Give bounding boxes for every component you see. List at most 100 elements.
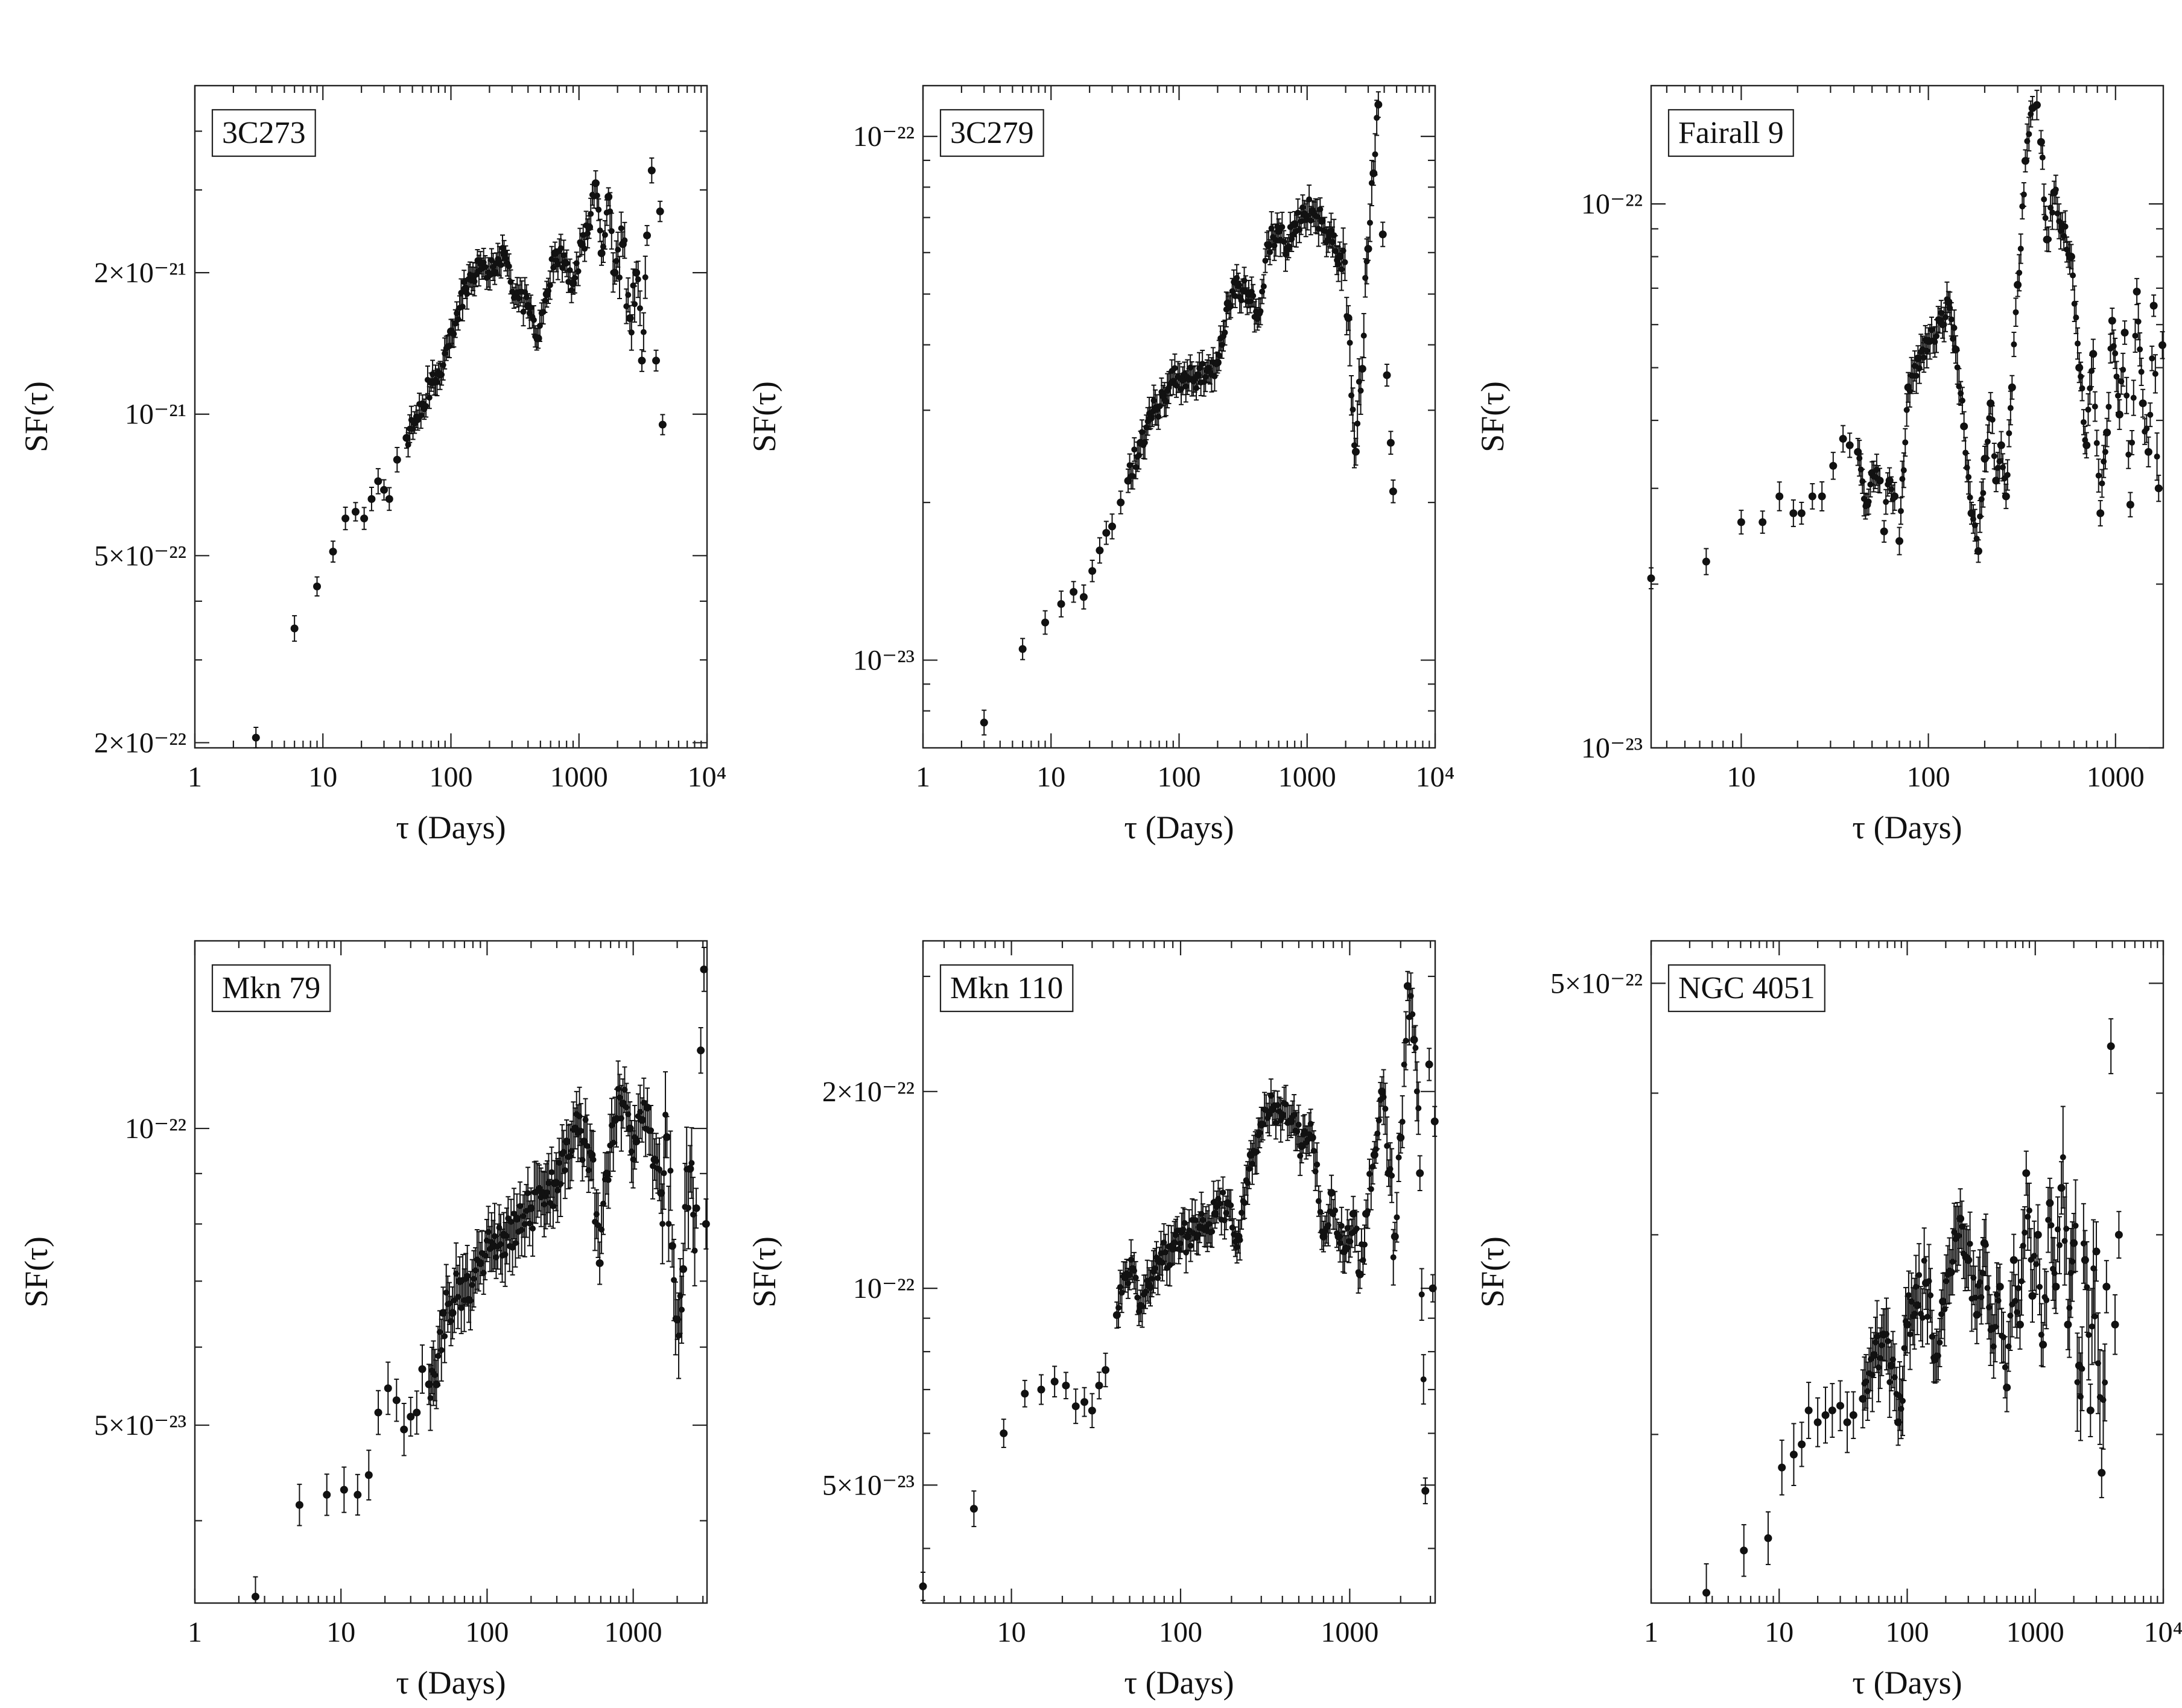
data-point (2154, 484, 2163, 493)
data-point (2129, 439, 2136, 446)
data-point (393, 455, 401, 464)
panel-label-box (211, 109, 316, 157)
data-point (2102, 1282, 2111, 1291)
data-point (1370, 1151, 1378, 1159)
data-point (638, 356, 646, 365)
data-point (1070, 587, 1078, 596)
x-tick-label: 1 (916, 761, 930, 793)
data-point (2120, 328, 2129, 337)
data-point (1295, 1121, 1302, 1128)
data-point (1378, 230, 1387, 239)
data-point (2043, 1297, 2050, 1303)
data-point (525, 1190, 531, 1197)
data-point (2088, 1323, 2095, 1330)
data-point (601, 232, 608, 238)
data-point (1967, 1241, 1973, 1247)
data-point (1912, 1283, 1919, 1290)
data-point (2085, 406, 2092, 413)
data-point (1778, 1463, 1786, 1472)
panel-1: 1 10 100 1000 10⁴ 10⁻²³ 10⁻²² τ (Days) SF(τ) 3C27… (746, 84, 1454, 846)
data-point (1079, 593, 1088, 601)
data-point (1337, 1240, 1343, 1247)
data-point (591, 179, 600, 188)
data-point (1899, 476, 1906, 482)
data-point (438, 1347, 445, 1353)
data-point (665, 1221, 672, 1227)
data-point (1102, 1366, 1110, 1374)
data-point (658, 420, 667, 429)
data-point (635, 276, 641, 283)
x-tick-label: 1 (188, 1616, 202, 1648)
data-point (1364, 245, 1372, 253)
data-point (1257, 1130, 1263, 1136)
x-tick-label: 1000 (2006, 1616, 2064, 1648)
data-point (1950, 335, 1956, 342)
data-point (2052, 1282, 2060, 1291)
data-point (2077, 1393, 2084, 1400)
data-point (2120, 367, 2126, 373)
data-point (1096, 546, 1104, 555)
data-point (2089, 350, 2098, 358)
x-tick-label: 100 (1159, 1616, 1202, 1648)
panel-label-box (1667, 109, 1794, 157)
data-point (1232, 293, 1238, 300)
y-axis-label: SF(τ) (18, 381, 54, 452)
data-point (1360, 332, 1367, 339)
data-point (1149, 1276, 1155, 1282)
data-point (1199, 361, 1206, 367)
data-point (2012, 309, 2019, 315)
data-point (2105, 403, 2112, 410)
data-point (2022, 1169, 2031, 1177)
data-point (685, 1204, 692, 1211)
data-point (1307, 1121, 1314, 1127)
data-point (1974, 547, 1982, 555)
data-point (640, 329, 647, 335)
data-point (1907, 1331, 1914, 1338)
data-point (667, 1168, 674, 1174)
x-tick-label: 10 (326, 1616, 355, 1648)
panel-label-text: 3C273 (222, 116, 306, 150)
data-point (1429, 1284, 1437, 1292)
plot-frame (922, 84, 1436, 749)
data-point (2110, 343, 2117, 349)
data-point (1804, 1406, 1813, 1415)
y-tick-label: 2×10⁻²¹ (94, 257, 186, 289)
data-point (1908, 1298, 1915, 1305)
data-point (668, 1242, 676, 1250)
data-point (1818, 492, 1826, 501)
y-tick-label: 10⁻²³ (1581, 732, 1643, 764)
data-point (615, 247, 621, 253)
data-point (2022, 1229, 2028, 1236)
plot-frame (194, 84, 708, 749)
data-point (1415, 1105, 1422, 1112)
data-point (1391, 1232, 1399, 1241)
data-point (1306, 196, 1313, 203)
data-point (686, 1165, 694, 1173)
data-point (498, 262, 504, 268)
data-point (1740, 1546, 1748, 1555)
data-point (571, 274, 578, 281)
data-point (1959, 1223, 1965, 1230)
data-point (1397, 1133, 1405, 1142)
data-point (1964, 464, 1970, 471)
data-point (2092, 1313, 2098, 1320)
panel-label-text: 3C279 (950, 116, 1034, 150)
y-tick-label: 5×10⁻²² (94, 540, 186, 572)
data-point (2048, 1222, 2055, 1229)
data-point (1222, 329, 1228, 336)
panel-label-box (939, 109, 1044, 157)
data-point (595, 1259, 604, 1267)
data-point (252, 733, 260, 742)
y-tick-label: 5×10⁻²³ (94, 1409, 186, 1441)
data-point (1843, 1418, 1851, 1426)
data-point (1354, 420, 1361, 427)
data-point (295, 1501, 303, 1509)
x-tick-label: 10 (308, 761, 337, 793)
panel-label-text: Fairall 9 (1678, 116, 1784, 150)
data-point (1132, 1274, 1139, 1281)
data-point (597, 227, 603, 234)
x-tick-label: 1000 (550, 761, 608, 793)
data-point (2070, 1239, 2078, 1247)
data-point (1927, 1292, 1934, 1298)
data-point (1131, 446, 1138, 453)
